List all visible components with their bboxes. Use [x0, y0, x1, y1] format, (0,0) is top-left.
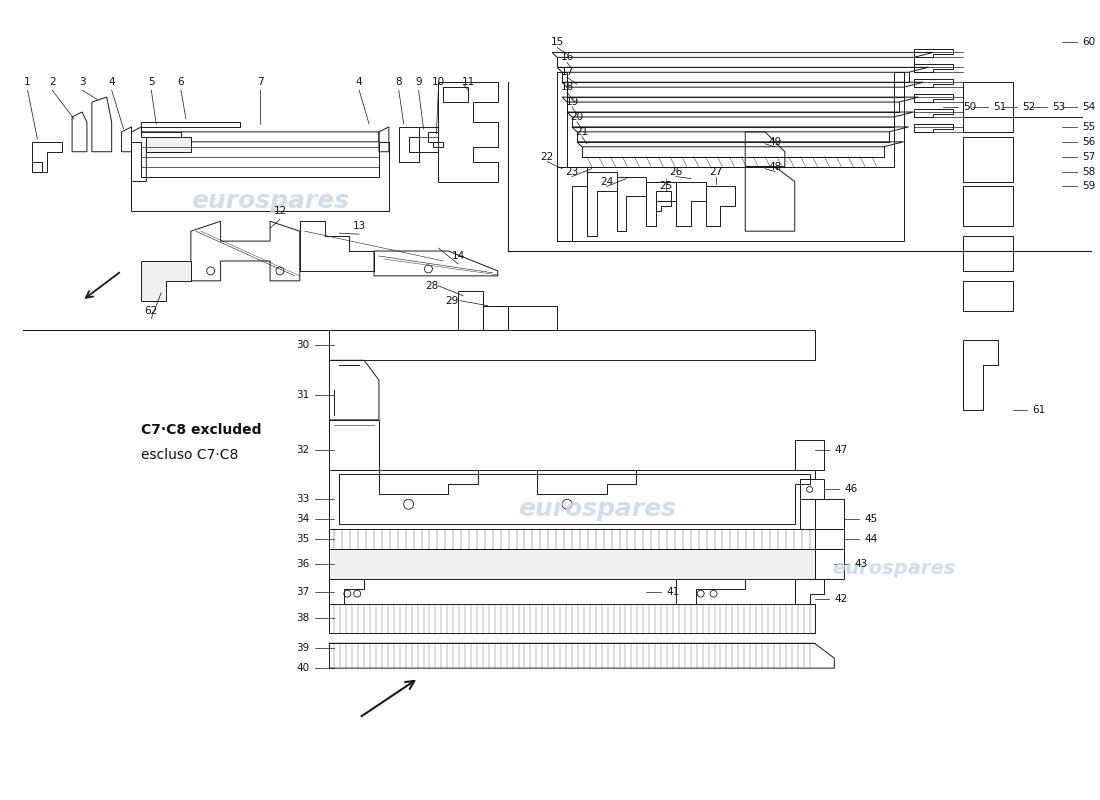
Polygon shape: [552, 53, 933, 58]
Text: 1: 1: [24, 78, 31, 87]
Text: 57: 57: [1081, 152, 1096, 162]
Text: 25: 25: [659, 182, 673, 191]
Text: eurospares: eurospares: [518, 498, 675, 522]
Text: 8: 8: [395, 78, 403, 87]
Text: 40: 40: [297, 663, 310, 673]
Text: 20: 20: [571, 112, 583, 122]
Text: 17: 17: [560, 67, 574, 78]
Text: 39: 39: [296, 643, 310, 654]
Text: 34: 34: [296, 514, 310, 524]
Text: 50: 50: [962, 102, 976, 112]
Text: 42: 42: [834, 594, 848, 604]
Text: 35: 35: [296, 534, 310, 544]
Text: 61: 61: [1032, 405, 1046, 415]
Polygon shape: [572, 127, 909, 132]
Text: 16: 16: [560, 52, 574, 62]
Text: escluso C7·C8: escluso C7·C8: [142, 448, 239, 462]
Text: 22: 22: [540, 152, 554, 162]
Polygon shape: [142, 261, 191, 301]
Text: 5: 5: [148, 78, 155, 87]
Text: 56: 56: [1081, 137, 1096, 147]
Text: 32: 32: [296, 445, 310, 454]
Text: 7: 7: [257, 78, 264, 87]
Text: 48: 48: [768, 162, 782, 172]
Text: 15: 15: [550, 38, 564, 47]
Text: 26: 26: [669, 166, 683, 177]
Text: 23: 23: [565, 166, 579, 177]
Text: 38: 38: [296, 614, 310, 623]
Text: 13: 13: [352, 222, 366, 231]
Text: 41: 41: [666, 586, 680, 597]
Text: 18: 18: [560, 82, 574, 92]
Text: 55: 55: [1081, 122, 1096, 132]
Text: 49: 49: [768, 137, 782, 147]
Text: 19: 19: [565, 97, 579, 107]
Text: 14: 14: [451, 251, 465, 261]
Text: 33: 33: [296, 494, 310, 504]
Text: 45: 45: [864, 514, 878, 524]
Text: 31: 31: [296, 390, 310, 400]
Text: 12: 12: [273, 206, 287, 216]
Text: 29: 29: [444, 296, 459, 306]
Polygon shape: [146, 137, 191, 152]
Text: 60: 60: [1081, 38, 1094, 47]
Polygon shape: [562, 97, 918, 102]
Polygon shape: [566, 112, 913, 117]
Text: 30: 30: [297, 340, 310, 350]
Text: 2: 2: [50, 78, 56, 87]
Polygon shape: [562, 82, 923, 87]
Text: 21: 21: [575, 127, 589, 137]
Text: 53: 53: [1052, 102, 1066, 112]
Text: 43: 43: [854, 559, 868, 569]
Text: 4: 4: [355, 78, 363, 87]
Text: 58: 58: [1081, 166, 1096, 177]
Text: 46: 46: [844, 484, 858, 494]
Text: 36: 36: [296, 559, 310, 569]
Text: 47: 47: [834, 445, 848, 454]
Text: 24: 24: [600, 177, 614, 186]
Text: 11: 11: [461, 78, 475, 87]
Polygon shape: [557, 67, 928, 72]
Text: 28: 28: [425, 281, 439, 290]
Text: 10: 10: [432, 78, 444, 87]
Text: eurospares: eurospares: [832, 559, 956, 578]
Text: 27: 27: [708, 166, 723, 177]
Text: eurospares: eurospares: [191, 190, 349, 214]
Text: 3: 3: [79, 78, 86, 87]
Polygon shape: [576, 142, 903, 146]
Text: 54: 54: [1081, 102, 1096, 112]
Text: 6: 6: [178, 78, 185, 87]
Text: 44: 44: [864, 534, 878, 544]
Text: 4: 4: [109, 78, 116, 87]
Text: 37: 37: [296, 586, 310, 597]
Text: 51: 51: [992, 102, 1007, 112]
Text: C7·C8 excluded: C7·C8 excluded: [142, 422, 262, 437]
Polygon shape: [330, 549, 814, 578]
Text: 59: 59: [1081, 182, 1096, 191]
Text: 62: 62: [144, 306, 158, 316]
Text: 52: 52: [1022, 102, 1036, 112]
Text: 9: 9: [415, 78, 422, 87]
